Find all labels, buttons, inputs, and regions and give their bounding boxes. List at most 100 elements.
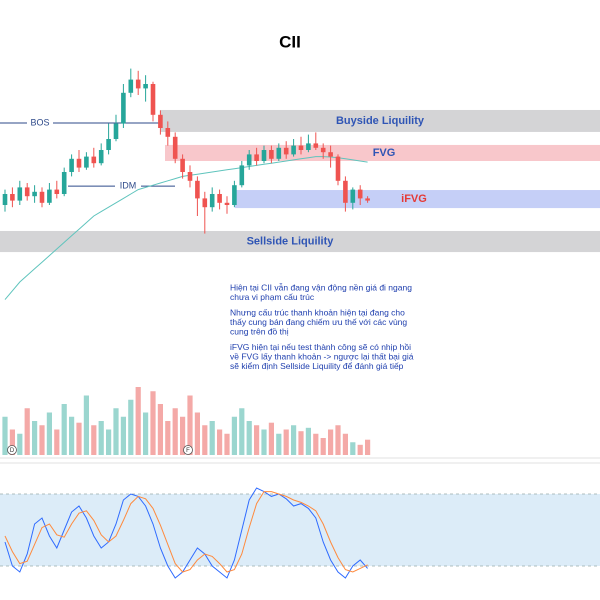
stoch-line [4,487,368,579]
candle-body [217,194,222,203]
candle-body [69,158,74,172]
volume-bar [54,429,60,455]
volume-bar [305,427,311,455]
candle-body [91,156,97,164]
candle-body [357,189,363,199]
candle-body [209,194,215,208]
candle-body [187,172,193,181]
chart-title: CII [279,32,301,51]
level-label-bg [115,180,141,193]
volume-bar [2,416,8,455]
candle-body [172,136,178,159]
note-text: về FVG lấy thanh khoản -> ngược lại thất… [230,351,414,361]
candle-body [17,187,23,201]
volume-bar [313,433,319,455]
event-marker-label: D [10,448,15,454]
level-label-bg [27,116,53,129]
zone [0,230,600,253]
candle-body [98,150,104,164]
volume-bar [150,391,156,455]
moving-average [4,156,368,300]
candle-body [158,114,163,128]
candle-body [24,187,30,197]
candle-body [276,147,282,159]
candle-body [239,165,245,186]
volume-bar [261,429,267,455]
volume-bar [268,422,274,455]
candle-body [84,156,89,168]
volume-bar [180,416,186,455]
candle-body [202,198,208,208]
event-marker [7,445,17,455]
note-text: sẽ kiểm định Sellside Liquility để đánh … [230,361,404,371]
candle-body [54,189,60,194]
candle-body [195,180,200,199]
volume-bar [61,404,67,455]
candle-body [224,202,230,205]
candle-body [165,128,171,137]
candle-body [10,194,15,201]
candle-body [291,145,296,155]
volume-bar [39,425,45,455]
candle-body [135,79,141,89]
volume-bar [187,395,193,455]
candle-body [306,143,311,150]
candle-body [261,150,267,161]
candle-body [320,147,326,153]
volume-bar [209,421,215,455]
candle-body [2,194,8,205]
event-marker [183,445,193,455]
volume-bar [320,438,326,455]
candle-body [298,145,304,150]
volume-bar [357,444,363,455]
candle-body [32,191,37,197]
volume-bar [254,425,260,455]
zone-label: iFVG [401,193,427,205]
zone [160,109,600,132]
candle-body [269,150,274,159]
volume-bar [165,421,171,455]
volume-bar [202,425,208,455]
note-text: Hiện tại CII vẫn đang vận động nền giá đ… [230,282,412,292]
volume-bar [246,421,252,455]
volume-bar [335,425,341,455]
candle-body [113,123,119,139]
zone [165,144,600,161]
level-label: IDM [120,180,137,190]
volume-bar [350,442,356,455]
candle-body [335,156,341,181]
volume-bar [128,399,134,455]
candle-body [128,79,134,93]
candle-body [232,185,237,205]
zone-label: Buyside Liquility [336,115,425,127]
volume-bar [194,412,200,455]
volume-bar [9,429,15,455]
candle-body [343,180,348,203]
volume-bar [69,416,75,455]
volume-bar [217,429,223,455]
zone-label: FVG [373,147,396,159]
note-text: cung trên đồ thị [230,326,289,336]
volume-bar [106,429,112,455]
note-text: Nhưng cấu trúc thanh khoản hiện tại đang… [230,307,405,317]
zone-label: Sellside Liquility [247,235,335,247]
candle-body [150,84,156,115]
volume-bar [298,431,304,455]
volume-bar [328,429,334,455]
candle-body [61,172,67,194]
candle-body [39,191,45,203]
volume-bar [291,425,297,455]
volume-bar [120,416,126,455]
volume-bar [32,421,38,455]
note-text: iFVG hiện tại nếu test thành công sẽ có … [230,342,411,352]
stoch-line [4,491,368,573]
volume-bar [83,395,89,455]
candle-body [350,189,356,203]
volume-bar [283,429,289,455]
zone [235,190,600,209]
candle-body [313,143,319,148]
volume-bar [342,433,348,455]
event-marker-label: F [186,448,190,454]
volume-bar [157,404,163,455]
volume-bar [224,433,230,455]
